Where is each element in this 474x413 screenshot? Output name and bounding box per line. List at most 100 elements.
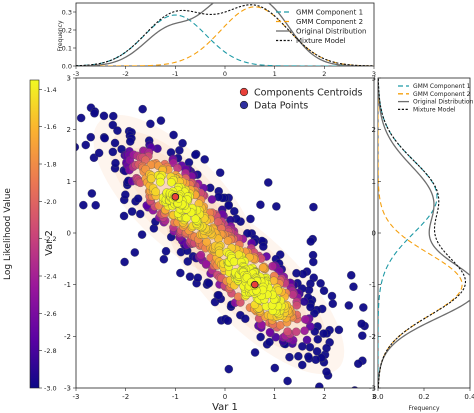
top-marginal-y-ticks: 0.0 0.1 0.2 0.3	[62, 8, 76, 70]
right-marginal-xlabel: Frequency	[409, 405, 440, 412]
data-point	[137, 230, 147, 239]
colorbar-tick-label: -2.2	[44, 235, 57, 243]
data-point	[306, 237, 316, 246]
data-point	[259, 242, 268, 251]
top-curve-gmm-component-2	[76, 6, 374, 66]
data-point	[309, 202, 318, 212]
data-point	[156, 177, 165, 187]
data-point	[256, 332, 265, 342]
top-x-tick-label: 1	[273, 70, 277, 78]
main-y-tick-label: 1	[67, 178, 71, 186]
right-legend-label: GMM Component 2	[413, 91, 471, 98]
data-point	[256, 200, 265, 209]
right-y-tick-label: -1	[369, 281, 376, 289]
top-x-tick-label: 2	[322, 70, 326, 78]
data-point	[294, 352, 303, 361]
data-point	[99, 111, 109, 121]
data-point	[353, 359, 363, 368]
main-scatter-plot: -3 -2 -1 0 1 2 3 -3 -2 -1 0 1 2 3 Var 1 Var 2 Compon…	[44, 75, 376, 413]
data-point	[214, 290, 223, 300]
data-point	[178, 138, 187, 148]
right-y-tick-label: 3	[372, 75, 376, 83]
data-point	[310, 309, 319, 318]
top-legend-label: GMM Component 1	[296, 8, 363, 16]
data-point	[272, 202, 281, 211]
data-point	[135, 209, 145, 219]
data-point	[268, 262, 277, 271]
colorbar-tick-label: -2.6	[44, 310, 57, 318]
data-point	[169, 130, 178, 140]
right-y-tick-label: 2	[372, 126, 376, 134]
data-point	[91, 201, 100, 210]
data-point	[312, 347, 322, 356]
top-x-tick-label: 3	[372, 70, 376, 78]
right-x-tick-label: 0.4	[464, 393, 474, 401]
top-y-tick-label: 0.3	[62, 8, 72, 16]
top-marginal-x-ticks: -3 -2 -1 0 1 2 3	[73, 66, 376, 78]
data-point	[185, 272, 195, 281]
top-y-tick-label: 0.2	[62, 26, 72, 34]
data-point	[108, 120, 118, 130]
main-x-tick-label: -2	[122, 393, 129, 401]
data-point	[133, 194, 143, 203]
colorbar-tick-label: -1.4	[44, 86, 57, 94]
data-point	[138, 104, 147, 114]
colorbar-gradient	[29, 79, 40, 389]
data-point	[300, 326, 309, 336]
data-point	[76, 113, 86, 123]
data-point	[90, 109, 99, 118]
data-point	[316, 279, 325, 288]
data-point	[358, 331, 367, 340]
data-point	[183, 257, 193, 266]
top-marginal-ylabel: Frequency	[57, 20, 64, 51]
main-y-ticks: -3 -2 -1 0 1 2 3	[64, 75, 76, 393]
data-point	[322, 343, 331, 353]
legend-centroid-marker	[239, 87, 249, 97]
data-point	[223, 316, 233, 325]
top-x-tick-label: -2	[122, 70, 128, 78]
data-point	[76, 143, 80, 152]
centroid-marker	[251, 280, 259, 289]
top-legend-label: Original Distribution	[296, 27, 366, 35]
data-point	[346, 271, 356, 280]
data-point	[357, 319, 366, 329]
data-point	[265, 337, 274, 347]
data-point	[204, 279, 214, 288]
colorbar-label: Log Likelihood Value	[3, 188, 13, 280]
data-point	[125, 137, 135, 146]
data-point	[224, 201, 233, 210]
data-point	[319, 329, 328, 338]
data-point	[182, 213, 191, 223]
right-marginal-plot: 0.0 0.2 0.4 -3 -2 -1 0 1 2 3 Frequency GMM Compo…	[369, 75, 474, 413]
data-point	[193, 273, 203, 282]
data-point	[151, 187, 160, 197]
data-point	[313, 335, 323, 344]
data-point	[229, 257, 239, 266]
main-y-tick-label: -2	[64, 333, 71, 341]
top-curve-gmm-component-1	[76, 14, 374, 66]
main-x-tick-label: -1	[172, 393, 179, 401]
main-x-tick-label: 0	[223, 393, 227, 401]
data-point	[250, 348, 260, 357]
top-curve-mixture-model	[76, 4, 374, 66]
data-point	[304, 352, 313, 361]
right-x-tick-label: 0.2	[418, 393, 429, 401]
main-xlabel: Var 1	[212, 402, 238, 413]
data-point	[202, 237, 211, 247]
data-point	[309, 257, 318, 267]
data-point	[292, 268, 301, 278]
main-x-ticks: -3 -2 -1 0 1 2 3	[73, 388, 376, 401]
data-point	[120, 257, 129, 267]
right-marginal-x-ticks: 0.0 0.2 0.4	[372, 388, 474, 401]
data-point	[159, 255, 169, 264]
right-marginal-y-ticks: -3 -2 -1 0 1 2 3	[369, 75, 381, 393]
main-x-tick-label: 2	[322, 393, 326, 401]
data-point	[207, 195, 217, 204]
data-point	[215, 168, 225, 177]
main-y-tick-label: 2	[67, 126, 71, 134]
right-marginal-frame	[377, 77, 471, 389]
data-point	[319, 286, 329, 296]
component-centroids	[171, 193, 259, 289]
colorbar-ticks: -1.4 -1.6 -1.8 -2.0 -2.2 -2.4 -2.6 -2.8 -3.0	[39, 86, 57, 393]
